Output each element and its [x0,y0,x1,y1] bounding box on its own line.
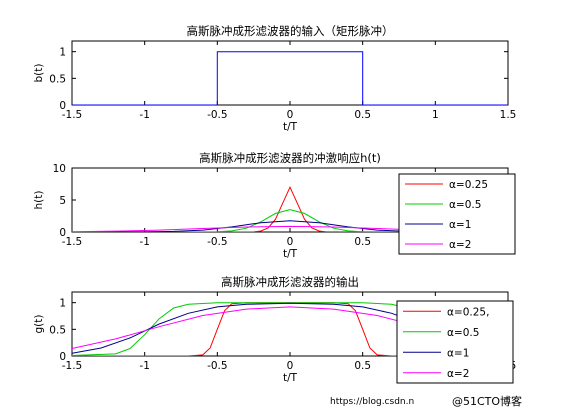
subplot-impulse-response: -1.5-1-0.500.511.50510高斯脉冲成形滤波器的冲激响应h(t)… [33,151,516,260]
legend-entry: α=2 [449,239,471,251]
legend-entry: α=0.5 [447,327,479,339]
chart-title: 高斯脉冲成形滤波器的冲激响应h(t) [199,151,381,165]
y-tick-label: 1 [59,47,66,59]
y-tick-label: 0 [59,227,66,239]
y-axis-label: g(t) [33,315,45,334]
y-tick-label: 0.5 [49,73,66,85]
legend-entry: α=0.5 [449,199,481,211]
y-tick-label: 0 [59,351,66,363]
chart-title: 高斯脉冲成形滤波器的输入（矩形脉冲） [187,24,394,38]
x-tick-label: -1 [139,360,149,372]
x-tick-label: 0.5 [354,109,371,121]
chart-title: 高斯脉冲成形滤波器的输出 [221,275,359,289]
y-tick-label: 10 [53,163,66,175]
legend-box [398,173,516,255]
x-tick-label: 1.5 [500,109,517,121]
legend-box [396,300,514,384]
subplot-input: -1.5 -1 -0.5 0 0.5 1 1.5 0 0.5 1 高斯脉冲成形滤波器的输入（矩形脉冲… [33,24,516,133]
y-axis-label: b(t) [33,64,45,83]
watermark-brand: @51CTO博客 [452,394,522,408]
x-tick-label: 0 [287,109,294,121]
x-tick-label: -1.5 [62,236,83,248]
x-tick-label: -0.5 [207,236,228,248]
legend: α=0.25 α=0.5 α=1 α=2 [398,173,516,255]
x-tick-label: -1 [139,236,149,248]
y-axis-label: h(t) [33,191,45,210]
y-tick-label: 1 [59,298,66,310]
watermark-url: https://blog.csdn.n [330,397,414,407]
series-line-1 [72,51,508,105]
x-tick-label: 0.5 [354,360,371,372]
series-line-1 [72,185,508,232]
legend-entry: α=1 [447,347,469,359]
x-tick-label: -0.5 [207,360,228,372]
x-tick-label: -1 [139,109,149,121]
x-axis-label: t/T [283,372,298,384]
x-tick-label: -0.5 [207,109,228,121]
x-tick-label: -1.5 [62,109,83,121]
y-tick-label: 0.5 [49,324,66,336]
y-tick-label: 0 [59,100,66,112]
legend: α=0.25, α=0.5 α=1 α=2 [396,300,514,384]
x-tick-label: 0 [287,360,294,372]
x-axis-label: t/T [283,248,298,260]
x-axis-label: t/T [283,121,298,133]
x-tick-label: -1.5 [62,360,83,372]
y-tick-label: 5 [59,195,66,207]
legend-entry: α=0.25 [449,179,488,191]
axes-frame [71,40,509,106]
legend-entry: α=1 [449,219,471,231]
x-tick-label: 1 [432,109,439,121]
legend-entry: α=2 [447,368,469,380]
series-line-2 [72,209,508,232]
x-tick-label: 0.5 [354,236,371,248]
legend-entry: α=0.25, [447,306,489,318]
subplot-output: -1.5-1-0.500.511.500.51高斯脉冲成形滤波器的输出t/Tg(… [33,275,516,384]
x-tick-label: 0 [287,236,294,248]
